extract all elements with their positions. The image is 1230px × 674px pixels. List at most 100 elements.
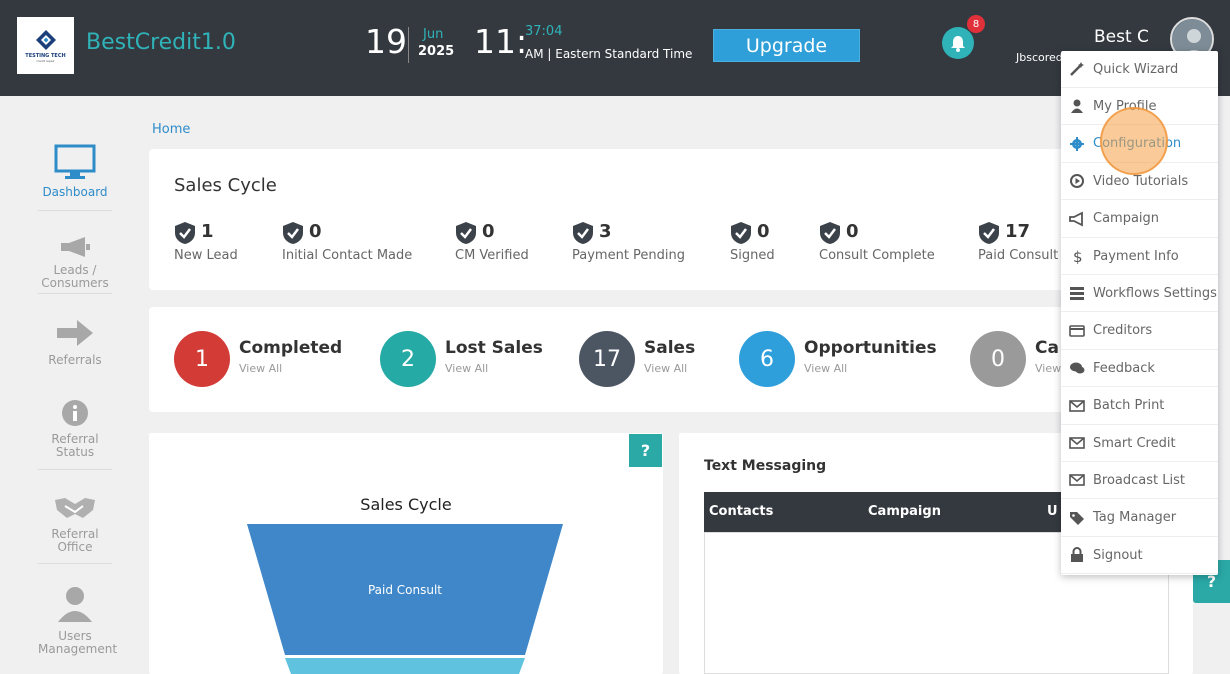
sidebar-item-referral-status[interactable]: Referral Status bbox=[38, 399, 112, 459]
sidebar-item-dashboard[interactable]: Dashboard bbox=[38, 144, 112, 199]
upgrade-button[interactable]: Upgrade bbox=[713, 29, 860, 62]
sidebar-item-label: Referral Office bbox=[51, 527, 99, 554]
summary-title[interactable]: Completed bbox=[239, 338, 343, 358]
date-month: Jun bbox=[423, 27, 444, 42]
help-button[interactable]: ? bbox=[629, 434, 662, 467]
dropdown-item-payment-info[interactable]: $ Payment Info bbox=[1061, 238, 1218, 275]
column-header-u[interactable]: U bbox=[1047, 504, 1058, 519]
dropdown-item-configuration[interactable]: Configuration bbox=[1061, 126, 1218, 163]
column-header-contacts[interactable]: Contacts bbox=[709, 504, 774, 519]
funnel-segment-paid-consult[interactable] bbox=[247, 524, 563, 655]
sidebar-item-referrals[interactable]: Referrals bbox=[38, 318, 112, 367]
summary-count-circle[interactable]: 17 bbox=[579, 331, 635, 387]
sidebar-item-label: Leads / Consumers bbox=[41, 263, 109, 290]
dropdown-item-smart-credit[interactable]: Smart Credit bbox=[1061, 425, 1218, 462]
sidebar-divider bbox=[38, 469, 112, 470]
megaphone-icon bbox=[61, 237, 90, 257]
sidebar-item-referral-office[interactable]: Referral Office bbox=[38, 494, 112, 554]
dropdown-item-label: Batch Print bbox=[1093, 398, 1165, 414]
dropdown-item-label: Video Tutorials bbox=[1093, 173, 1189, 189]
stat-value: 0 bbox=[757, 221, 770, 242]
wand-icon bbox=[1070, 62, 1084, 76]
dropdown-item-my-profile[interactable]: My Profile bbox=[1061, 88, 1218, 126]
dropdown-item-workflows-settings[interactable]: Workflows Settings bbox=[1061, 275, 1218, 313]
shield-check-icon bbox=[731, 222, 751, 244]
logo-icon bbox=[35, 29, 56, 50]
funnel-chart bbox=[247, 524, 563, 674]
sidebar-divider bbox=[38, 210, 112, 211]
monitor-icon bbox=[54, 144, 96, 179]
sidebar-item-users-management[interactable]: Users Management bbox=[38, 584, 117, 656]
sidebar: Dashboard Leads / Consumers Referrals Re… bbox=[0, 96, 150, 674]
stat-value: 0 bbox=[846, 221, 859, 242]
dropdown-item-signout[interactable]: Signout bbox=[1061, 537, 1218, 575]
stat-label: Consult Complete bbox=[819, 248, 935, 263]
date-year: 2025 bbox=[418, 44, 455, 59]
summary-count-circle[interactable]: 6 bbox=[739, 331, 795, 387]
sidebar-item-leads[interactable]: Leads / Consumers bbox=[38, 236, 112, 290]
stat-label: CM Verified bbox=[455, 248, 529, 263]
date-divider bbox=[408, 27, 409, 63]
shield-check-icon bbox=[573, 222, 593, 244]
dropdown-item-quick-wizard[interactable]: Quick Wizard bbox=[1061, 51, 1218, 88]
notification-bell-icon[interactable] bbox=[942, 27, 974, 59]
sidebar-item-label: Dashboard bbox=[42, 185, 108, 199]
sidebar-divider bbox=[38, 563, 112, 564]
summary-title[interactable]: Lost Sales bbox=[445, 338, 543, 358]
summary-card bbox=[149, 307, 1193, 412]
envelope-icon bbox=[1069, 474, 1085, 487]
stat-value: 17 bbox=[1005, 221, 1031, 242]
funnel-segment-label: Paid Consult bbox=[367, 583, 443, 597]
dropdown-item-tag-manager[interactable]: Tag Manager bbox=[1061, 500, 1218, 537]
shield-check-icon bbox=[283, 222, 303, 244]
dropdown-item-broadcast-list[interactable]: Broadcast List bbox=[1061, 462, 1218, 500]
dropdown-item-campaign[interactable]: Campaign bbox=[1061, 201, 1218, 238]
shield-check-icon bbox=[456, 222, 476, 244]
sidebar-item-label: Referral Status bbox=[51, 432, 99, 459]
breadcrumb[interactable]: Home bbox=[152, 122, 191, 137]
dropdown-item-label: Workflows Settings bbox=[1093, 285, 1217, 301]
stat-label: Initial Contact Made bbox=[282, 248, 413, 263]
logo[interactable]: TESTING TECH credit repair bbox=[17, 17, 74, 74]
arrow-right-icon bbox=[57, 320, 93, 346]
user-icon bbox=[58, 587, 92, 622]
funnel-segment-next[interactable] bbox=[285, 658, 525, 674]
stat-value: 1 bbox=[201, 221, 214, 242]
summary-title[interactable]: Opportunities bbox=[804, 338, 937, 358]
summary-title[interactable]: Ca bbox=[1035, 338, 1059, 358]
top-bar: TESTING TECH credit repair BestCredit1.0… bbox=[0, 0, 1230, 96]
dropdown-item-video-tutorials[interactable]: Video Tutorials bbox=[1061, 163, 1218, 201]
text-messaging-title: Text Messaging bbox=[704, 458, 827, 474]
dropdown-item-feedback[interactable]: Feedback bbox=[1061, 350, 1218, 388]
dropdown-item-label: Tag Manager bbox=[1093, 510, 1177, 526]
view-all-link[interactable]: View All bbox=[445, 362, 489, 375]
time-hour: 11: bbox=[474, 22, 528, 61]
view-all-link[interactable]: View All bbox=[804, 362, 848, 375]
dropdown-item-label: Smart Credit bbox=[1093, 435, 1176, 451]
sidebar-item-label: Users Management bbox=[38, 629, 118, 656]
summary-count-circle[interactable]: 0 bbox=[970, 331, 1026, 387]
shield-check-icon bbox=[979, 222, 999, 244]
dropdown-item-creditors[interactable]: Creditors bbox=[1061, 313, 1218, 350]
user-name[interactable]: Best C bbox=[1094, 27, 1149, 47]
logo-sub: credit repair bbox=[36, 58, 55, 63]
view-all-link[interactable]: View bbox=[1035, 362, 1062, 375]
dropdown-item-label: Creditors bbox=[1093, 323, 1153, 339]
stat-value: 3 bbox=[599, 221, 612, 242]
column-header-campaign[interactable]: Campaign bbox=[868, 504, 941, 519]
dropdown-item-batch-print[interactable]: Batch Print bbox=[1061, 388, 1218, 425]
sidebar-divider bbox=[38, 293, 112, 294]
envelope-icon bbox=[1069, 399, 1085, 412]
dropdown-item-label: Configuration bbox=[1093, 136, 1182, 152]
tags-icon bbox=[1070, 511, 1084, 525]
view-all-link[interactable]: View All bbox=[644, 362, 688, 375]
view-all-link[interactable]: View All bbox=[239, 362, 283, 375]
brand-name[interactable]: BestCredit1.0 bbox=[86, 30, 236, 55]
stat-value: 0 bbox=[482, 221, 495, 242]
sales-cycle-card: Sales Cycle bbox=[149, 149, 1193, 290]
summary-title[interactable]: Sales bbox=[644, 338, 696, 358]
shield-check-icon bbox=[175, 222, 195, 244]
summary-count-circle[interactable]: 2 bbox=[380, 331, 436, 387]
svg-text:$: $ bbox=[1073, 248, 1083, 264]
summary-count-circle[interactable]: 1 bbox=[174, 331, 230, 387]
